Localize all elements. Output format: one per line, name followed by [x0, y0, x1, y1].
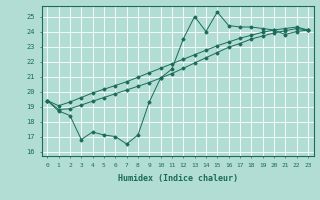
X-axis label: Humidex (Indice chaleur): Humidex (Indice chaleur) — [118, 174, 237, 183]
